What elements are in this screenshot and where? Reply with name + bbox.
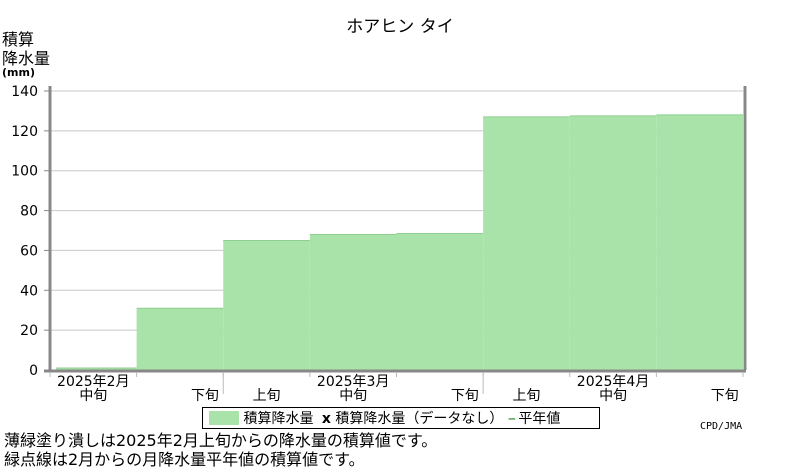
legend-normal-mark: -- [507,411,516,427]
y-tick-label: 60 [20,243,38,259]
x-dekad-label: 中旬 [339,388,367,404]
x-dekad-label: 中旬 [79,388,107,404]
legend: 積算降水量 x 積算降水量（データなし） -- 平年値 [202,407,600,429]
x-dekad-label: 下旬 [451,388,479,404]
data-bar [483,116,570,371]
y-axis-label-line1: 積算 [2,30,35,49]
data-bar [223,240,310,370]
credit-text: CPD/JMA [700,421,743,432]
data-bar [656,114,743,371]
legend-swatch [209,411,239,425]
legend-missing-label: 積算降水量（データなし） [335,411,504,427]
y-axis-unit: (mm) [2,66,35,79]
y-tick-label: 40 [20,283,38,299]
y-tick-label: 80 [20,204,38,220]
data-bar [569,115,657,371]
legend-missing-mark: x [321,411,331,427]
x-dekad-label: 下旬 [191,388,219,404]
y-axis-label-line2: 降水量 [2,49,51,68]
y-tick-label: 120 [11,124,38,140]
y-tick-label: 100 [11,164,38,180]
note-line-2: 緑点線は2月からの月降水量平年値の積算値です。 [4,450,365,469]
legend-normal-label: 平年値 [518,411,561,427]
x-month-label: 2025年3月 [317,374,390,390]
chart-title: ホアヒン タイ [346,17,454,37]
y-tick-label: 140 [11,84,38,100]
data-bar [136,308,224,370]
data-bar [396,233,484,370]
y-tick-label: 0 [29,363,38,379]
legend-series-label: 積算降水量 [243,411,314,427]
data-bar [309,234,397,370]
x-dekad-label: 上旬 [253,388,281,404]
x-month-label: 2025年2月 [57,374,130,390]
x-dekad-label: 中旬 [599,388,627,404]
note-line-1: 薄緑塗り潰しは2025年2月上旬からの降水量の積算値です。 [4,431,438,450]
x-dekad-label: 上旬 [512,388,540,404]
x-month-label: 2025年4月 [577,374,650,390]
y-tick-label: 20 [20,323,38,339]
data-bar [56,368,137,370]
x-dekad-label: 下旬 [711,388,739,404]
